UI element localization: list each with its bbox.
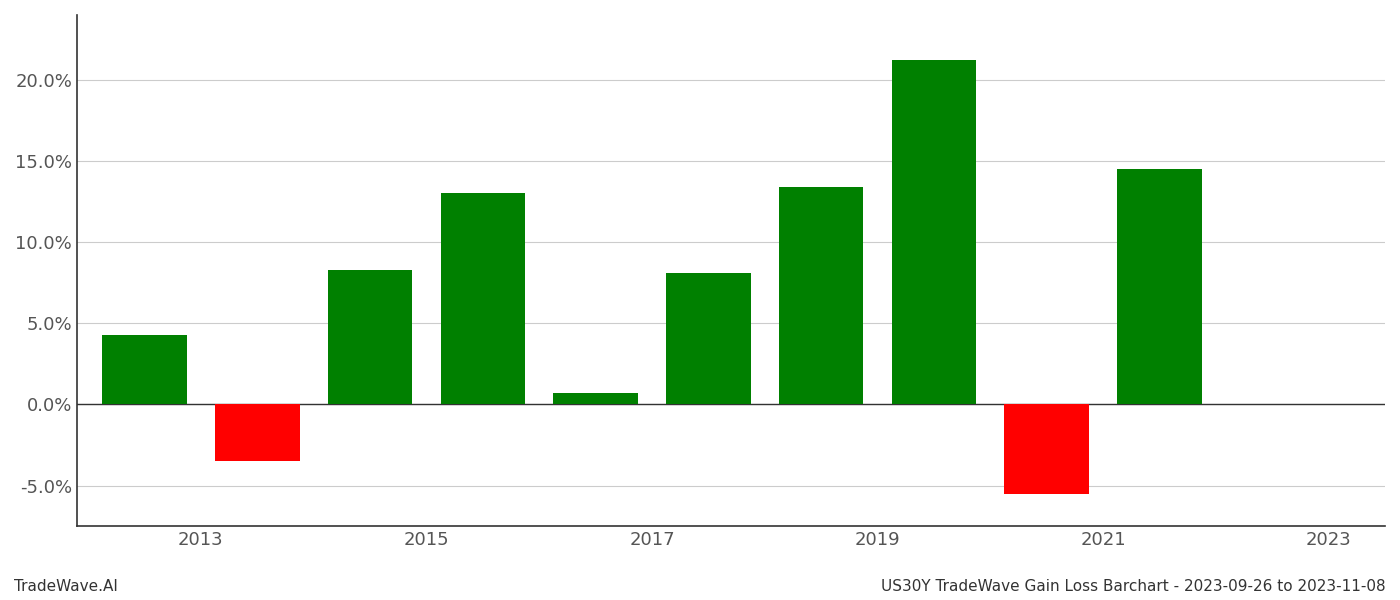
Text: US30Y TradeWave Gain Loss Barchart - 2023-09-26 to 2023-11-08: US30Y TradeWave Gain Loss Barchart - 202… <box>882 579 1386 594</box>
Text: TradeWave.AI: TradeWave.AI <box>14 579 118 594</box>
Bar <box>102 335 186 404</box>
Bar <box>1117 169 1201 404</box>
Bar <box>1004 404 1089 494</box>
Bar <box>441 193 525 404</box>
Bar <box>892 61 976 404</box>
Bar <box>328 270 413 404</box>
Bar <box>553 393 638 404</box>
Bar <box>666 273 750 404</box>
Bar <box>216 404 300 461</box>
Bar <box>778 187 864 404</box>
